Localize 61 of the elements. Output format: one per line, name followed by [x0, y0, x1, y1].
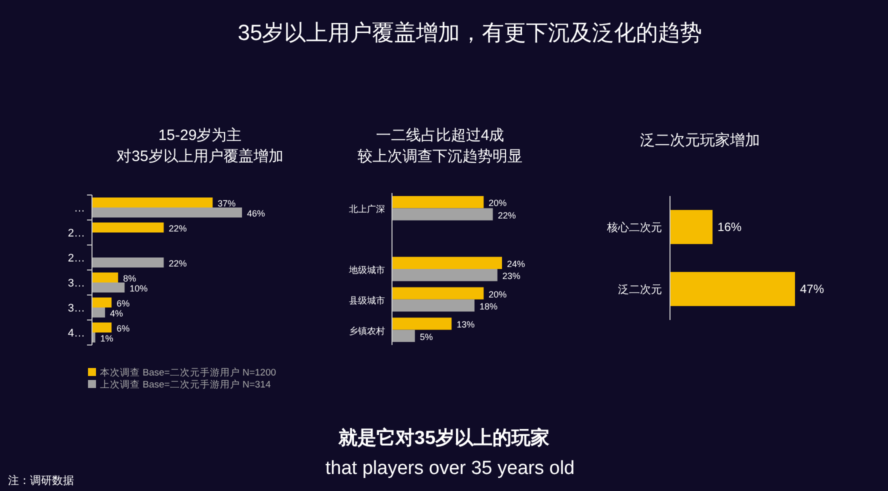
- data-label: 6%: [116, 324, 130, 334]
- y-tick-label: 2…: [68, 228, 85, 240]
- data-label: 13%: [456, 320, 475, 330]
- bar: [392, 196, 484, 208]
- bar: [92, 208, 242, 218]
- legend-label: 上次调查 Base=二次元手游用户 N=314: [100, 378, 271, 390]
- legend-label: 本次调查 Base=二次元手游用户 N=1200: [100, 366, 276, 378]
- y-tick-label: 3…: [68, 302, 85, 314]
- data-label: 47%: [800, 282, 824, 296]
- text: 就是它对35岁以上的玩家: [337, 427, 550, 449]
- y-tick-label: 乡镇农村: [349, 326, 385, 336]
- bar: [392, 269, 498, 282]
- chart-subtitle: 较上次调查下沉趋势明显: [358, 148, 522, 165]
- data-label: 4%: [110, 308, 124, 318]
- bar: [92, 308, 106, 318]
- bar: [92, 258, 164, 268]
- bar: [392, 208, 493, 220]
- data-label: 1%: [100, 334, 114, 344]
- bar: [92, 198, 213, 208]
- y-tick-label: 2…: [68, 252, 85, 264]
- text: that players over 35 years old: [325, 458, 575, 479]
- data-label: 23%: [502, 271, 520, 282]
- bar: [92, 332, 96, 342]
- chart-subtitle: 对35岁以上用户覆盖增加: [116, 148, 284, 165]
- chart-title: 一二线占比超过4成: [376, 127, 504, 144]
- bar: [392, 256, 502, 269]
- y-tick-label: 北上广深: [349, 204, 385, 214]
- data-label: 22%: [498, 210, 516, 220]
- bar: [92, 222, 164, 232]
- data-label: 18%: [480, 301, 498, 312]
- y-tick-label: 核心二次元: [606, 221, 662, 234]
- chart-title: 15-29岁为主: [158, 127, 242, 144]
- bar: [392, 318, 452, 330]
- text: 注：调研数据: [8, 474, 74, 487]
- bar: [92, 282, 125, 292]
- data-label: 22%: [168, 258, 187, 268]
- bar: [392, 299, 474, 312]
- y-tick-label: …: [74, 202, 85, 214]
- data-label: 37%: [218, 198, 236, 208]
- text: 35岁以上用户覆盖增加，有更下沉及泛化的趋势: [238, 20, 702, 45]
- bar: [392, 330, 415, 342]
- y-tick-label: 4…: [68, 328, 85, 340]
- data-label: 46%: [247, 208, 266, 218]
- y-tick-label: 3…: [68, 278, 85, 290]
- data-label: 22%: [168, 224, 187, 234]
- data-label: 20%: [488, 198, 507, 208]
- bar: [92, 298, 112, 308]
- data-label: 24%: [507, 258, 526, 269]
- bar: [92, 272, 118, 282]
- data-label: 20%: [488, 289, 507, 300]
- data-label: 5%: [420, 332, 433, 342]
- y-tick-label: 地级城市: [348, 265, 385, 275]
- chart-title: 泛二次元玩家增加: [640, 132, 760, 149]
- data-label: 6%: [116, 298, 130, 308]
- bar: [392, 287, 484, 300]
- bar: [92, 322, 112, 332]
- data-label: 8%: [123, 274, 136, 284]
- data-label: 10%: [130, 284, 148, 294]
- y-tick-label: 县级城市: [349, 295, 385, 306]
- data-label: 16%: [718, 220, 742, 234]
- y-tick-label: 泛二次元: [618, 284, 662, 296]
